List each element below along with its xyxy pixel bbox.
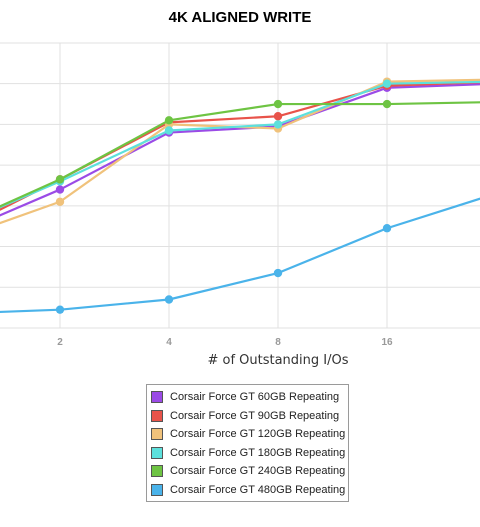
legend-label: Corsair Force GT 120GB Repeating: [170, 428, 346, 441]
data-point: [164, 116, 174, 125]
data-point: [55, 197, 65, 206]
series-5: [0, 197, 480, 314]
data-point: [273, 268, 283, 278]
data-point: [55, 175, 65, 184]
series-line: [0, 197, 480, 314]
chart-title: 4K ALIGNED WRITE: [168, 9, 312, 26]
data-point: [382, 224, 392, 233]
series-line: [0, 101, 480, 208]
legend-label: Corsair Force GT 480GB Repeating: [170, 483, 346, 496]
x-tick-labels: 2 4 8 16: [57, 337, 393, 348]
legend-label: Corsair Force GT 240GB Repeating: [170, 465, 346, 478]
legend-swatch: [151, 428, 163, 441]
x-tick-label: 16: [381, 337, 393, 348]
data-point: [273, 99, 283, 109]
legend-label: Corsair Force GT 180GB Repeating: [170, 446, 346, 459]
data-point: [273, 120, 283, 129]
series-layer: [0, 77, 480, 314]
series-line: [0, 80, 480, 209]
data-point: [382, 99, 392, 109]
data-point: [382, 79, 392, 88]
data-point: [273, 112, 283, 121]
legend-item: Corsair Force GT 480GB Repeating: [147, 481, 348, 500]
x-tick-label: 8: [275, 337, 281, 348]
x-axis-title: # of Outstanding I/Os: [207, 353, 349, 368]
legend-item: Corsair Force GT 240GB Repeating: [147, 462, 348, 481]
series-1: [0, 81, 480, 211]
data-point: [164, 126, 174, 135]
legend: Corsair Force GT 60GB Repeating Corsair F…: [146, 384, 349, 502]
legend-swatch: [151, 465, 163, 478]
x-tick-label: 4: [166, 337, 172, 348]
series-line: [0, 83, 480, 217]
legend-item: Corsair Force GT 60GB Repeating: [147, 388, 348, 407]
data-point: [55, 305, 65, 314]
legend-item: Corsair Force GT 180GB Repeating: [147, 444, 348, 463]
legend-swatch: [151, 391, 163, 404]
legend-label: Corsair Force GT 90GB Repeating: [170, 409, 340, 422]
series-2: [0, 77, 480, 225]
legend-label: Corsair Force GT 60GB Repeating: [170, 391, 340, 404]
series-4: [0, 99, 480, 208]
data-point: [164, 295, 174, 304]
legend-item: Corsair Force GT 90GB Repeating: [147, 407, 348, 426]
legend-swatch: [151, 446, 163, 459]
data-point: [55, 185, 65, 194]
x-tick-label: 2: [57, 337, 63, 348]
legend-swatch: [151, 409, 163, 422]
legend-swatch: [151, 483, 163, 496]
series-3: [0, 79, 480, 209]
legend-item: Corsair Force GT 120GB Repeating: [147, 425, 348, 444]
